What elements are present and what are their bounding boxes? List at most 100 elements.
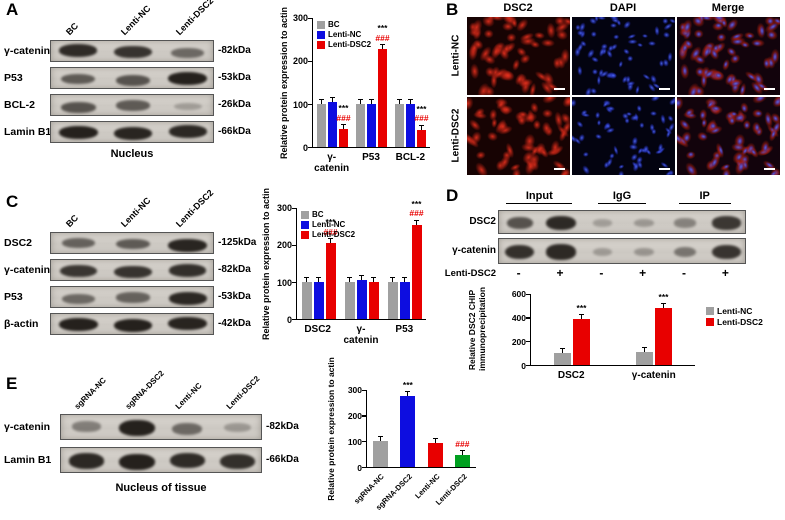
x-category-text: DSC2 [304, 324, 331, 335]
protein-band [116, 238, 150, 250]
error-bar-cap [560, 348, 565, 350]
x-category-text: γ-catenin [631, 370, 676, 381]
axis-tick-label: 600 [511, 289, 526, 299]
bar [427, 437, 443, 467]
nucleus-blob [617, 60, 625, 69]
bar [328, 96, 337, 147]
protein-band [71, 421, 101, 433]
nucleus-blob [581, 164, 592, 175]
axis-tick [362, 389, 366, 391]
error-bar [373, 278, 374, 283]
axis-tick [362, 466, 366, 468]
bar: *** [400, 380, 416, 467]
protein-band [169, 452, 205, 468]
panel-a-bar-chart: Relative protein expression to actin 0 100… [272, 4, 438, 194]
legend-label: Lenti-DSC2 [312, 230, 356, 239]
cell-blob [475, 149, 487, 160]
nucleus-blob [668, 97, 675, 107]
panel-c-label: C [6, 192, 19, 211]
error-bar [361, 276, 362, 281]
error-bar [562, 349, 563, 354]
error-bar [371, 100, 372, 104]
bar-group [367, 390, 394, 467]
protein-label: γ-catenin [4, 421, 51, 433]
nucleus-blob [695, 31, 702, 37]
significance-annotation: *** [577, 303, 587, 313]
nucleus-blob [641, 33, 649, 39]
x-category-text: BCL-2 [395, 152, 426, 163]
scale-bar [554, 168, 565, 170]
nucleus-blob [754, 123, 760, 133]
protein-band [546, 215, 576, 231]
error-bar-cap [330, 96, 335, 98]
bar-groups: *** ### *** ### *** ### [313, 18, 430, 147]
nucleus-blob [664, 129, 672, 140]
condition-label: Lenti-DSC2 [444, 268, 496, 279]
bar [399, 277, 410, 319]
blot-caption: Nucleus of tissue [115, 482, 207, 494]
nucleus-blob [617, 164, 625, 171]
bar: *** [655, 292, 672, 365]
protein-band [114, 45, 152, 59]
bar: *** ### [414, 104, 429, 147]
legend-item: Lenti-DSC2 [317, 40, 371, 49]
significance-mark: *** [416, 104, 427, 115]
legend-item: Lenti-NC [317, 30, 371, 39]
panel-c-bar-chart: Relative protein expression to actin 0 100… [252, 188, 438, 356]
significance-mark: *** [658, 291, 669, 302]
blot-strip [50, 232, 214, 254]
error-bar-cap [402, 277, 407, 279]
nucleus-blob [626, 79, 637, 87]
legend-label: Lenti-DSC2 [717, 317, 763, 327]
cell-blob [542, 108, 554, 119]
protein-band [115, 74, 151, 86]
nucleus-blob [648, 40, 657, 47]
protein-band [116, 100, 150, 111]
molecular-weight-label: -53kDa [218, 72, 251, 83]
bar [301, 277, 312, 319]
nucleus-blob [634, 85, 641, 95]
panel-b-label: B [446, 0, 459, 19]
nucleus-blob [753, 40, 762, 47]
x-category-text: γ-catenin [343, 324, 379, 346]
scale-bar [764, 168, 775, 170]
axis-tick [526, 340, 530, 343]
nucleus-blob [644, 148, 653, 157]
plot-area: 0 200 400 600 *** *** [512, 289, 695, 371]
error-bar-cap [380, 43, 385, 45]
protein-band [592, 219, 612, 227]
bar: *** ### [323, 218, 338, 319]
nucleus-blob [597, 46, 606, 58]
condition-sign: + [556, 266, 564, 280]
cell-blob [467, 97, 476, 112]
blot-strip [50, 40, 214, 62]
significance-mark: ### [414, 113, 429, 124]
error-bar-cap [319, 99, 324, 100]
condition-sign: - [682, 266, 686, 280]
protein-label: P53 [4, 291, 23, 303]
lane-label: Lenti-DSC2 [173, 0, 215, 38]
bar [368, 277, 379, 319]
error-bar-cap [347, 277, 352, 279]
fluorescence-image-merge [677, 17, 780, 95]
nucleus-blob [604, 156, 615, 169]
error-bar-cap [341, 123, 346, 125]
protein-band [168, 71, 208, 86]
error-bar [407, 392, 409, 397]
axis-tick-label: 0 [357, 463, 362, 473]
nucleus-blob [658, 59, 665, 67]
axis-tick [526, 317, 530, 319]
significance-mark: *** [402, 380, 413, 391]
fluorescence-image-dsc2 [467, 97, 570, 175]
blot-strip [60, 414, 262, 440]
blot-strip [50, 94, 214, 116]
error-bar-cap [419, 124, 424, 126]
panel-e-western-blot: sgRNA-NC sgRNA-DSC2 Lenti-NC Lenti-DSC2 γ-ca… [2, 369, 310, 518]
error-bar-cap [316, 277, 321, 279]
molecular-weight-label: -26kDa [218, 99, 251, 110]
nucleus-blob [681, 65, 688, 76]
legend-item: BC [301, 210, 355, 219]
protein-band [113, 127, 153, 141]
error-bar [434, 438, 436, 443]
